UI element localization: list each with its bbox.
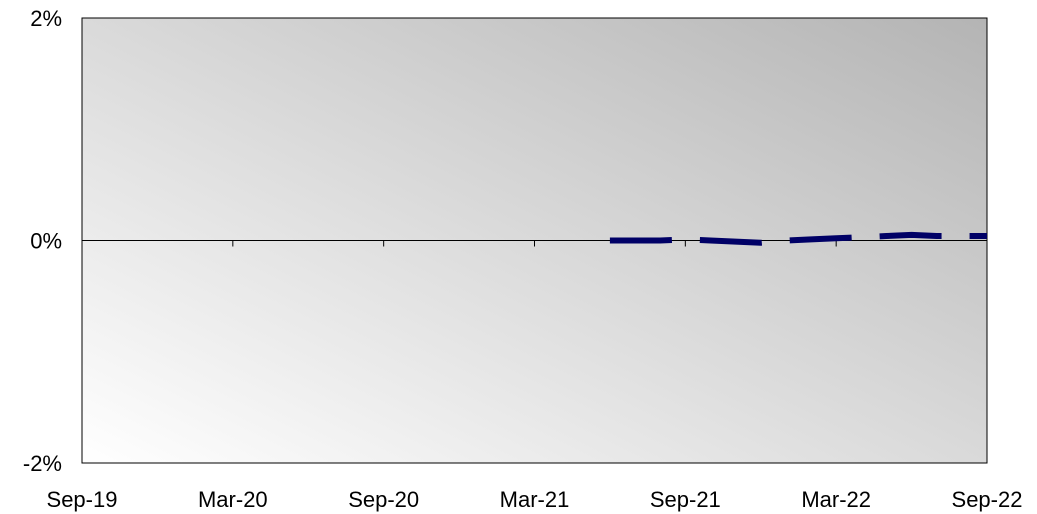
x-tick-label: Sep-20 bbox=[348, 487, 419, 512]
y-tick-label: -2% bbox=[23, 451, 62, 476]
series-line bbox=[609, 231, 987, 246]
x-tick-label: Mar-22 bbox=[801, 487, 871, 512]
y-tick-label: 0% bbox=[30, 229, 62, 254]
x-tick-label: Sep-21 bbox=[650, 487, 721, 512]
x-tick-label: Mar-21 bbox=[500, 487, 570, 512]
y-tick-label: 2% bbox=[30, 6, 62, 31]
series-group bbox=[609, 231, 987, 246]
y-axis: 2% 0% -2% bbox=[23, 6, 62, 476]
x-tick-label: Mar-20 bbox=[198, 487, 268, 512]
x-tick-label: Sep-22 bbox=[952, 487, 1023, 512]
x-tick-label: Sep-19 bbox=[47, 487, 118, 512]
